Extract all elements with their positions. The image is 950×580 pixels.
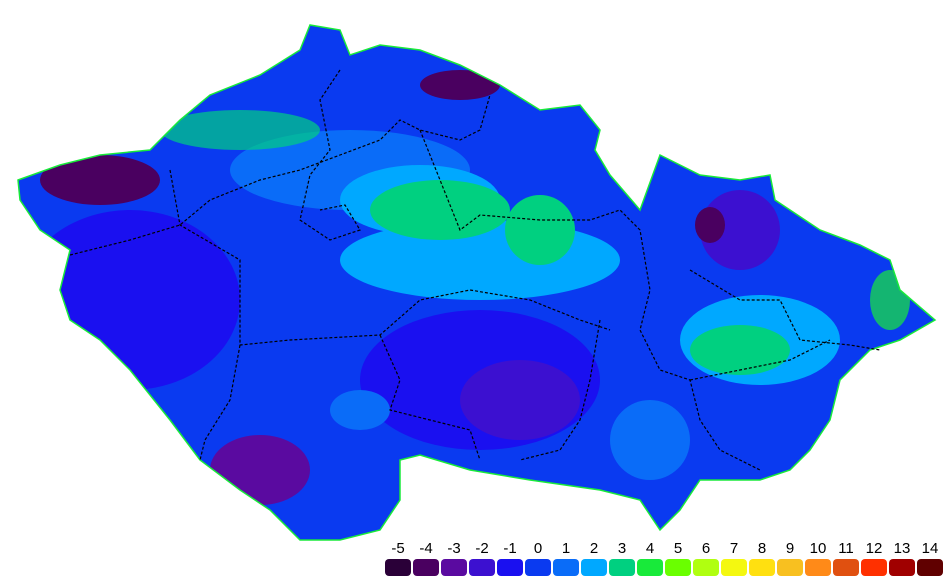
color-legend: -5 -4 -3 -2 -1 0 1 2 3 4 5 6 7 8 9 10 11 12 13 14 — [385, 540, 945, 576]
legend-label: 8 — [757, 540, 767, 557]
legend-item: 3 — [609, 540, 635, 576]
legend-swatch — [385, 559, 411, 576]
legend-label: 7 — [729, 540, 739, 557]
legend-swatch — [413, 559, 439, 576]
legend-item: 14 — [917, 540, 943, 576]
legend-label: 13 — [893, 540, 911, 557]
legend-item: 10 — [805, 540, 831, 576]
legend-item: 12 — [861, 540, 887, 576]
legend-item: 13 — [889, 540, 915, 576]
legend-item: -5 — [385, 540, 411, 576]
legend-swatch — [861, 559, 887, 576]
legend-label: 14 — [921, 540, 939, 557]
legend-label: 2 — [589, 540, 599, 557]
legend-swatch — [581, 559, 607, 576]
legend-label: -2 — [475, 540, 489, 557]
legend-swatch — [553, 559, 579, 576]
legend-item: 2 — [581, 540, 607, 576]
legend-item: 9 — [777, 540, 803, 576]
legend-item: 4 — [637, 540, 663, 576]
legend-label: 5 — [673, 540, 683, 557]
legend-swatch — [777, 559, 803, 576]
legend-swatch — [497, 559, 523, 576]
legend-swatch — [525, 559, 551, 576]
legend-item: 5 — [665, 540, 691, 576]
legend-label: 9 — [785, 540, 795, 557]
legend-label: 11 — [838, 540, 854, 557]
legend-item: -2 — [469, 540, 495, 576]
legend-swatch — [441, 559, 467, 576]
legend-label: 3 — [617, 540, 627, 557]
legend-item: 6 — [693, 540, 719, 576]
legend-swatch — [693, 559, 719, 576]
legend-label: -1 — [503, 540, 517, 557]
legend-item: 7 — [721, 540, 747, 576]
legend-label: 0 — [533, 540, 543, 557]
legend-label: 6 — [701, 540, 711, 557]
legend-swatch — [917, 559, 943, 576]
legend-swatch — [665, 559, 691, 576]
legend-item: 8 — [749, 540, 775, 576]
legend-item: -3 — [441, 540, 467, 576]
legend-swatch — [609, 559, 635, 576]
legend-swatch — [889, 559, 915, 576]
legend-label: -5 — [391, 540, 405, 557]
legend-swatch — [637, 559, 663, 576]
legend-item: 11 — [833, 540, 859, 576]
legend-item: 1 — [553, 540, 579, 576]
legend-label: 12 — [865, 540, 883, 557]
legend-label: 4 — [645, 540, 655, 557]
legend-swatch — [721, 559, 747, 576]
legend-label: 1 — [561, 540, 571, 557]
legend-swatch — [805, 559, 831, 576]
region-boundaries — [69, 69, 881, 471]
legend-swatch — [469, 559, 495, 576]
legend-item: -4 — [413, 540, 439, 576]
legend-item: 0 — [525, 540, 551, 576]
legend-item: -1 — [497, 540, 523, 576]
legend-swatch — [749, 559, 775, 576]
legend-label: -3 — [447, 540, 461, 557]
legend-swatch — [833, 559, 859, 576]
legend-label: 10 — [809, 540, 827, 557]
legend-label: -4 — [419, 540, 433, 557]
